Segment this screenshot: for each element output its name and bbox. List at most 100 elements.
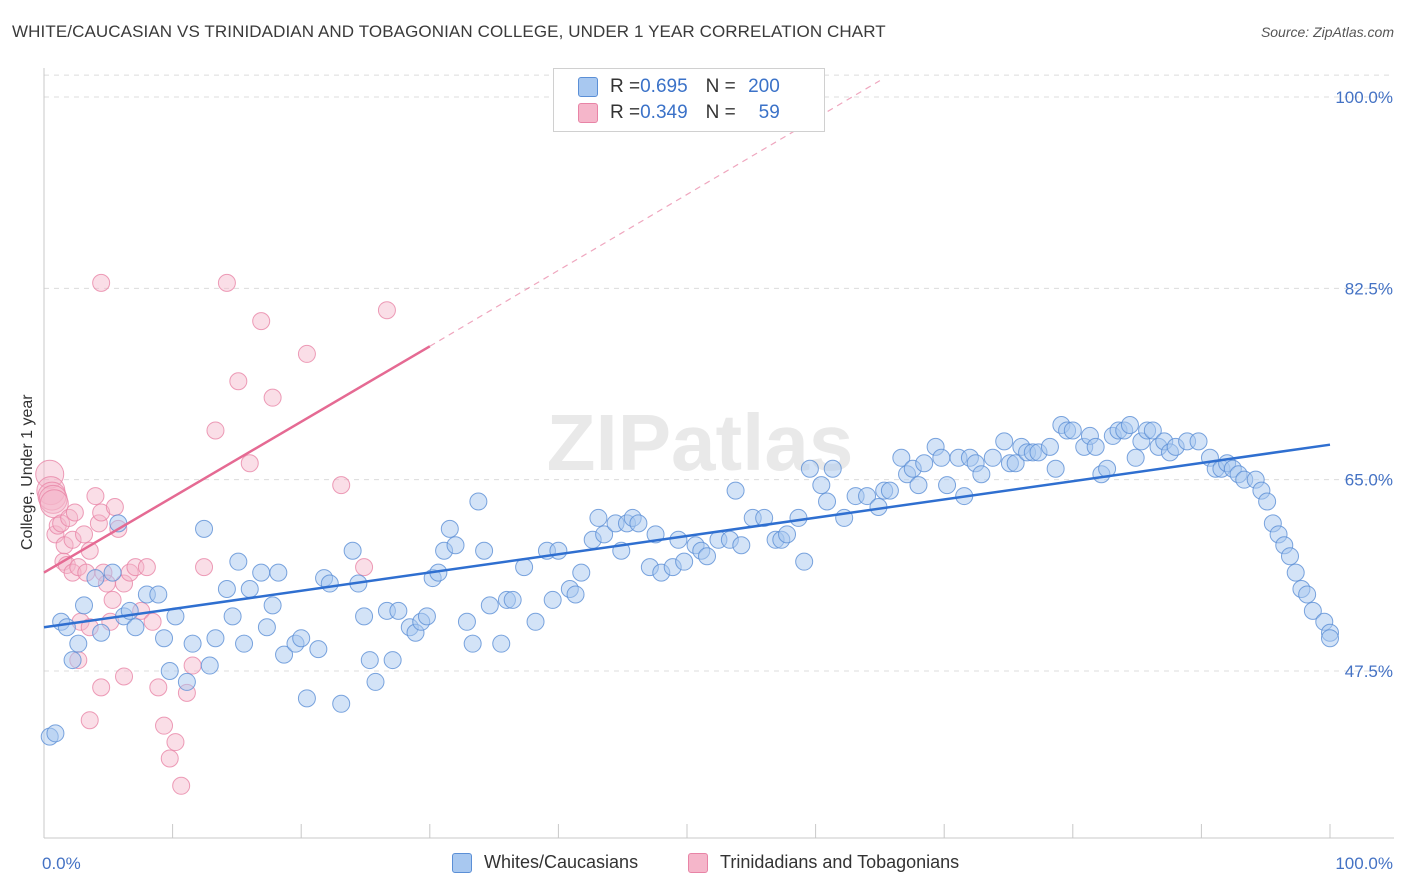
point-white: [149, 585, 168, 604]
point-white: [469, 492, 488, 511]
point-trinidadian: [105, 498, 124, 516]
point-trinidadian: [183, 656, 202, 675]
bottom-legend-label: Whites/Caucasians: [484, 852, 639, 872]
point-white: [332, 694, 351, 713]
point-trinidadian: [80, 711, 99, 730]
point-white: [417, 607, 436, 626]
point-white: [995, 432, 1014, 451]
point-white: [480, 596, 499, 615]
point-trinidadian: [35, 459, 65, 489]
point-white: [1298, 585, 1317, 604]
point-white: [543, 590, 562, 609]
point-trinidadian: [195, 558, 214, 577]
point-white: [589, 508, 608, 527]
point-trinidadian: [103, 590, 122, 609]
point-trinidadian: [252, 312, 271, 331]
legend-r-value: 0.349: [640, 102, 688, 123]
axes: [43, 68, 1394, 839]
point-white: [1126, 448, 1145, 467]
legend: R = 0.695 N = 200 R = 0.349 N = 59: [553, 68, 825, 132]
point-white: [755, 508, 774, 527]
point-white: [1040, 437, 1059, 456]
point-white: [778, 525, 797, 544]
point-white: [892, 448, 911, 467]
tick-labels: 100.0% 82.5% 65.0% 47.5% 0.0% 100.0%: [42, 88, 1393, 873]
point-white: [223, 607, 242, 626]
point-white: [463, 634, 482, 653]
y-tick-label: 65.0%: [1345, 471, 1393, 490]
point-white: [732, 536, 751, 555]
legend-r-label: R =: [610, 76, 641, 97]
point-white: [566, 585, 585, 604]
y-tick-label: 100.0%: [1335, 88, 1393, 107]
point-white: [206, 629, 225, 648]
point-trinidadian: [92, 678, 111, 697]
legend-swatch-blue: [578, 77, 598, 97]
point-white: [1258, 492, 1277, 511]
point-white: [526, 612, 545, 631]
point-white: [698, 547, 717, 566]
trend-lines: [43, 80, 1331, 629]
point-trinidadian: [92, 503, 111, 522]
point-white: [800, 459, 819, 478]
point-white: [103, 563, 122, 582]
point-trinidadian: [263, 388, 282, 407]
bottom-legend-swatch-blue: [452, 852, 472, 873]
point-white: [200, 656, 219, 675]
point-white: [726, 481, 745, 500]
point-white: [915, 454, 934, 473]
bottom-legend: Whites/Caucasians Trinidadians and Tobag…: [0, 852, 1406, 878]
source-credit: Source: ZipAtlas.com: [1260, 24, 1394, 40]
point-white: [1063, 421, 1082, 440]
point-white: [1143, 421, 1162, 440]
point-white: [1280, 547, 1299, 566]
point-trinidadian: [92, 273, 111, 292]
point-white: [126, 618, 145, 637]
point-white: [252, 563, 271, 582]
point-white: [818, 492, 837, 511]
legend-n-value: 59: [758, 102, 780, 123]
point-white: [789, 508, 808, 527]
y-tick-label: 47.5%: [1345, 662, 1393, 681]
point-trinidadian: [63, 530, 82, 549]
point-white: [217, 580, 236, 598]
point-white: [92, 623, 111, 642]
point-white: [63, 651, 82, 670]
point-white: [475, 541, 494, 560]
point-white: [1321, 629, 1339, 648]
point-white: [669, 530, 688, 549]
point-white: [235, 634, 254, 653]
point-white: [1046, 459, 1065, 478]
x-tick-label: 0.0%: [42, 854, 81, 873]
point-white: [457, 612, 476, 631]
point-trinidadian: [149, 678, 168, 697]
point-white: [240, 580, 259, 598]
point-white: [309, 640, 328, 659]
point-white: [492, 634, 511, 653]
legend-n-label: N =: [705, 76, 736, 97]
point-trinidadian: [217, 273, 236, 292]
point-white: [629, 514, 648, 533]
legend-swatch-pink: [578, 103, 598, 123]
point-white: [195, 519, 214, 538]
point-white: [938, 476, 957, 495]
point-trinidadian: [137, 558, 156, 577]
point-white: [503, 590, 522, 609]
point-trinidadian: [89, 514, 108, 533]
point-white: [572, 563, 591, 582]
trend-line-whites: [43, 443, 1331, 629]
bottom-legend-trinidadians: Trinidadians and Tobagonians: [688, 852, 959, 873]
point-white: [1086, 437, 1105, 456]
point-white: [160, 662, 179, 680]
bottom-legend-whites: Whites/Caucasians: [452, 852, 638, 873]
point-trinidadian: [160, 749, 179, 768]
point-trinidadian: [115, 574, 134, 593]
legend-n-value: 200: [748, 76, 780, 97]
legend-n-label: N =: [705, 102, 736, 123]
point-white: [858, 487, 877, 506]
legend-row-trinidadians: R = 0.349 N = 59: [578, 101, 780, 125]
point-white: [446, 536, 465, 555]
point-white: [269, 563, 288, 582]
point-white: [69, 634, 88, 653]
point-white: [360, 651, 379, 670]
